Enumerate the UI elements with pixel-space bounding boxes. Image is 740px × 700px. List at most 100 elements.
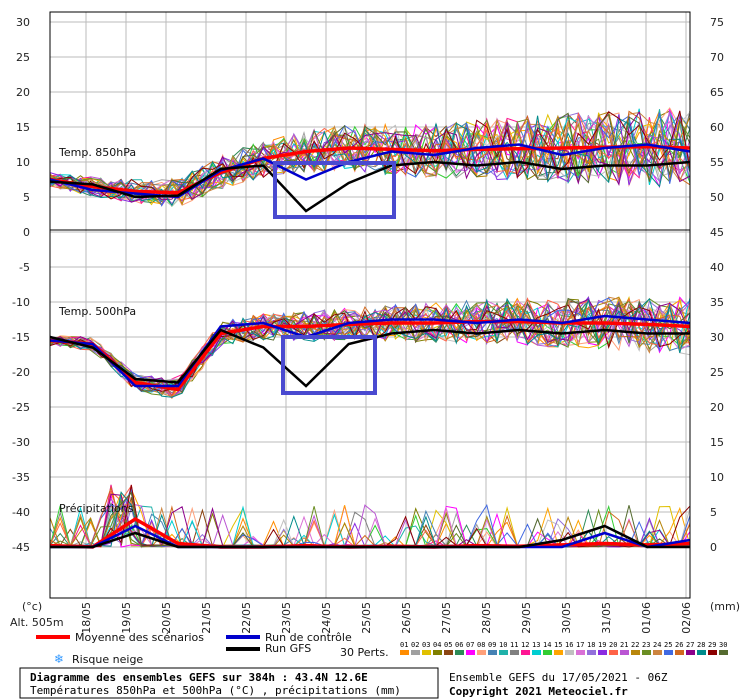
pert-swatch — [631, 650, 640, 655]
y-tick-850: 5 — [23, 191, 30, 204]
x-tick-label: 20/05 — [160, 602, 173, 634]
y-tick-500: -10 — [12, 296, 30, 309]
pert-number: 24 — [653, 641, 661, 649]
y-tick-right-lower: 5 — [710, 506, 717, 519]
footer-subtitle: Températures 850hPa et 500hPa (°C) , pré… — [30, 684, 401, 697]
x-tick-label: 31/05 — [600, 602, 613, 634]
pert-number: 09 — [488, 641, 496, 649]
y-tick-850: 10 — [16, 156, 30, 169]
pert-number: 01 — [400, 641, 408, 649]
y-tick-850: 15 — [16, 121, 30, 134]
pert-swatch — [697, 650, 706, 655]
y-tick-850-right: 65 — [710, 86, 724, 99]
series-line — [49, 144, 691, 195]
y-tick-500: -5 — [19, 261, 30, 274]
pert-number: 16 — [565, 641, 573, 649]
pert-swatch — [521, 650, 530, 655]
right-axis-unit: (mm) — [710, 600, 740, 613]
copyright: Copyright 2021 Meteociel.fr — [449, 685, 628, 698]
pert-number: 03 — [422, 641, 430, 649]
pert-number: 12 — [521, 641, 529, 649]
y-tick-right-lower: 30 — [710, 331, 724, 344]
pert-number: 27 — [686, 641, 694, 649]
y-tick-850-right: 55 — [710, 156, 724, 169]
x-tick-label: 30/05 — [560, 602, 573, 634]
pert-number: 13 — [532, 641, 540, 649]
legend-control-label: Run de contrôle — [265, 631, 352, 644]
pert-number: 15 — [554, 641, 562, 649]
pert-swatch — [455, 650, 464, 655]
y-tick-850-right: 75 — [710, 16, 724, 29]
pert-number: 04 — [433, 641, 441, 649]
y-tick-500: -15 — [12, 331, 30, 344]
x-tick-label: 22/05 — [240, 602, 253, 634]
pert-swatch — [565, 650, 574, 655]
pert-number: 20 — [609, 641, 617, 649]
pert-swatch — [510, 650, 519, 655]
highlight-box-500 — [281, 335, 377, 395]
pert-number: 17 — [576, 641, 584, 649]
pert-swatch — [466, 650, 475, 655]
pert-number: 19 — [598, 641, 606, 649]
footer-title-box — [19, 667, 439, 699]
series-line — [49, 160, 691, 213]
pert-swatch — [587, 650, 596, 655]
panel-label-precip: Précipitations — [59, 502, 134, 515]
frame-lower — [49, 229, 691, 599]
legend-gfs-label: Run GFS — [265, 642, 311, 655]
pert-swatch — [554, 650, 563, 655]
pert-swatch — [609, 650, 618, 655]
pert-number: 29 — [708, 641, 716, 649]
pert-swatch — [675, 650, 684, 655]
chart-axes: 18/05 19/05 20/05 21/05 22/05 23/05 24/05 25/05… — [12, 11, 724, 634]
x-tick-label: 29/05 — [520, 602, 533, 634]
x-tick-label: 26/05 — [400, 602, 413, 634]
pert-number: 28 — [697, 641, 705, 649]
pert-number: 11 — [510, 641, 518, 649]
x-tick-label: 25/05 — [360, 602, 373, 634]
chart-grid — [50, 12, 690, 598]
pert-number: 07 — [466, 641, 474, 649]
pert-number: 26 — [675, 641, 683, 649]
x-tick-label: 01/06 — [640, 602, 653, 634]
x-tick-label: 24/05 — [320, 602, 333, 634]
y-tick-850-right: 70 — [710, 51, 724, 64]
x-tick-label: 19/05 — [120, 602, 133, 634]
chart-series — [49, 143, 691, 549]
ensemble-member-line — [49, 113, 691, 203]
pert-swatch — [642, 650, 651, 655]
y-tick-850-right: 45 — [710, 226, 724, 239]
pert-swatch — [620, 650, 629, 655]
y-tick-500: -40 — [12, 506, 30, 519]
pert-swatch — [411, 650, 420, 655]
y-tick-850: 20 — [16, 86, 30, 99]
left-axis-unit: (°c) — [22, 600, 42, 613]
pert-swatch — [477, 650, 486, 655]
altitude-label: Alt. 505m — [10, 616, 64, 629]
y-tick-right-lower: 25 — [710, 366, 724, 379]
y-tick-850: 30 — [16, 16, 30, 29]
y-tick-850-right: 60 — [710, 121, 724, 134]
pert-number: 14 — [543, 641, 551, 649]
series-line — [50, 524, 690, 549]
footer-title: Diagramme des ensembles GEFS sur 384h : … — [30, 671, 368, 684]
y-tick-500: -35 — [12, 471, 30, 484]
pert-number: 18 — [587, 641, 595, 649]
pert-swatch — [444, 650, 453, 655]
x-tick-label: 18/05 — [80, 602, 93, 634]
pert-number: 25 — [664, 641, 672, 649]
series-line — [49, 314, 691, 388]
pert-swatch — [499, 650, 508, 655]
y-tick-500: -45 — [12, 541, 30, 554]
pert-swatch — [543, 650, 552, 655]
pert-number: 02 — [411, 641, 419, 649]
pert-swatch — [422, 650, 431, 655]
y-tick-right-lower: 15 — [710, 436, 724, 449]
pert-swatch — [576, 650, 585, 655]
y-tick-right-lower: 40 — [710, 261, 724, 274]
panel-label-500: Temp. 500hPa — [58, 305, 136, 318]
pert-number: 08 — [477, 641, 485, 649]
x-tick-label: 27/05 — [440, 602, 453, 634]
y-tick-right-lower: 20 — [710, 401, 724, 414]
